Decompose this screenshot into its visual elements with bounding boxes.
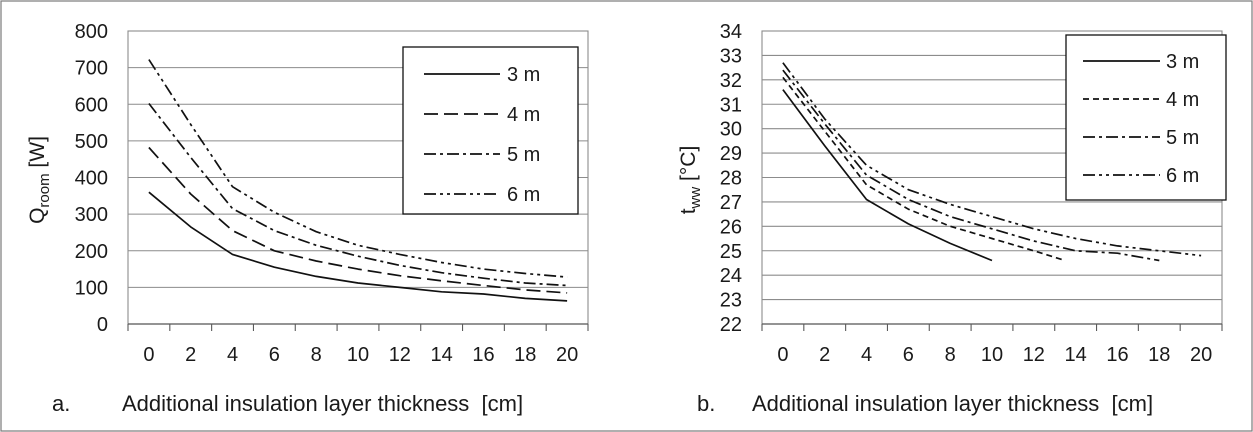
x-tick-label: 10 bbox=[347, 344, 369, 366]
series-line-3 bbox=[782, 69, 1160, 262]
x-tick-label: 10 bbox=[981, 344, 1003, 366]
legend-label: 4 m bbox=[1166, 89, 1199, 111]
panel-label-b: b. bbox=[697, 391, 715, 416]
x-tick-label: 0 bbox=[777, 344, 788, 366]
y-tick-label: 300 bbox=[75, 204, 108, 226]
series-line-3 bbox=[148, 102, 568, 287]
x-tick-label: 18 bbox=[1148, 344, 1170, 366]
series-line-1 bbox=[782, 89, 993, 262]
y-tick-label: 23 bbox=[720, 290, 742, 312]
y-tick-label: 32 bbox=[720, 70, 742, 92]
x-tick-label: 2 bbox=[185, 344, 196, 366]
legend-label: 5 m bbox=[1166, 127, 1199, 149]
x-tick-label: 16 bbox=[472, 344, 494, 366]
x-tick-label: 6 bbox=[903, 344, 914, 366]
legend-label: 5 m bbox=[507, 144, 540, 166]
x-tick-label: 4 bbox=[861, 344, 872, 366]
legend-label: 6 m bbox=[1166, 165, 1199, 187]
legend-label: 3 m bbox=[507, 64, 540, 86]
x-axis-title: Additional insulation layer thickness [c… bbox=[122, 391, 523, 416]
x-tick-label: 20 bbox=[556, 344, 578, 366]
y-tick-label: 26 bbox=[720, 216, 742, 238]
x-tick-label: 0 bbox=[143, 344, 154, 366]
legend-label: 4 m bbox=[507, 104, 540, 126]
legend-box bbox=[1065, 34, 1227, 201]
x-tick-label: 8 bbox=[311, 344, 322, 366]
y-axis-title: Qroom [W] bbox=[26, 136, 53, 224]
y-tick-label: 400 bbox=[75, 168, 108, 190]
y-tick-label: 100 bbox=[75, 277, 108, 299]
series-line-2 bbox=[148, 146, 568, 294]
y-tick-label: 27 bbox=[720, 192, 742, 214]
chart-panel-a: 0 100 200 300 400 500 600 700 800 0 2 4 6 8 10 12 14 16 18… bbox=[26, 21, 589, 416]
y-tick-label: 24 bbox=[720, 265, 742, 287]
y-tick-label: 30 bbox=[720, 119, 742, 141]
legend-label: 6 m bbox=[507, 184, 540, 206]
y-tick-label: 200 bbox=[75, 241, 108, 263]
y-tick-label: 34 bbox=[720, 21, 742, 43]
y-tick-label: 29 bbox=[720, 143, 742, 165]
legend-box bbox=[402, 46, 579, 215]
x-tick-label: 14 bbox=[431, 344, 453, 366]
legend-label: 3 m bbox=[1166, 51, 1199, 73]
y-tick-label: 700 bbox=[75, 58, 108, 80]
x-tick-label: 4 bbox=[227, 344, 238, 366]
series-line-4 bbox=[148, 59, 568, 278]
x-tick-label: 2 bbox=[819, 344, 830, 366]
x-tick-label: 20 bbox=[1190, 344, 1212, 366]
y-tick-label: 800 bbox=[75, 21, 108, 43]
x-tick-label: 14 bbox=[1065, 344, 1087, 366]
x-tick-label: 12 bbox=[1023, 344, 1045, 366]
series-line-1 bbox=[148, 191, 568, 302]
y-tick-label: 28 bbox=[720, 168, 742, 190]
y-tick-label: 0 bbox=[97, 314, 108, 336]
y-axis-title: tww [°C] bbox=[677, 146, 704, 215]
y-tick-label: 25 bbox=[720, 241, 742, 263]
y-tick-label: 22 bbox=[720, 314, 742, 336]
panel-label-a: a. bbox=[52, 391, 70, 416]
y-tick-label: 500 bbox=[75, 131, 108, 153]
x-tick-label: 16 bbox=[1106, 344, 1128, 366]
y-tick-label: 31 bbox=[720, 94, 742, 116]
x-tick-label: 8 bbox=[945, 344, 956, 366]
y-tick-label: 33 bbox=[720, 45, 742, 67]
x-tick-label: 12 bbox=[389, 344, 411, 366]
x-tick-label: 6 bbox=[269, 344, 280, 366]
x-tick-label: 18 bbox=[514, 344, 536, 366]
y-tick-label: 600 bbox=[75, 94, 108, 116]
x-axis-title: Additional insulation layer thickness [c… bbox=[752, 391, 1153, 416]
